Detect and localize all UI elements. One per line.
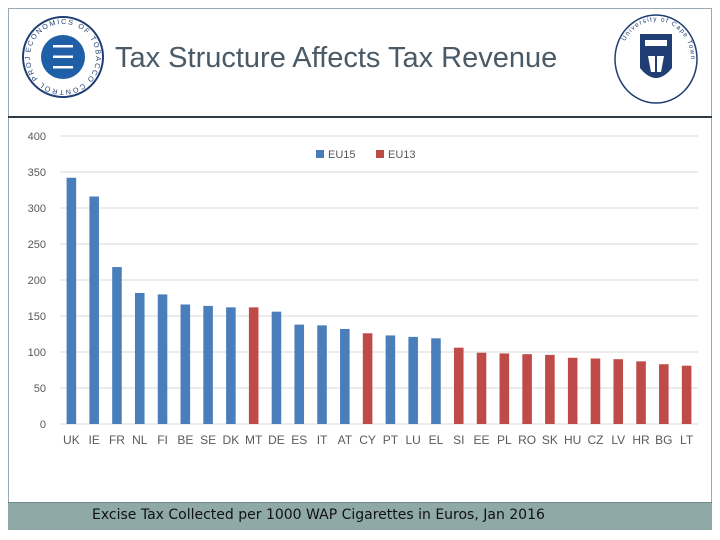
bar-si bbox=[453, 347, 464, 424]
x-tick-label: SE bbox=[200, 433, 216, 447]
x-tick-label: DE bbox=[268, 433, 285, 447]
header-divider bbox=[8, 116, 712, 118]
x-tick-label: FI bbox=[157, 433, 168, 447]
x-tick-label: AT bbox=[338, 433, 353, 447]
x-tick-label: LT bbox=[680, 433, 694, 447]
x-tick-label: ES bbox=[291, 433, 307, 447]
bar-pt bbox=[385, 335, 396, 424]
bar-hr bbox=[636, 361, 646, 424]
bar-be bbox=[180, 304, 191, 424]
y-tick-label: 300 bbox=[28, 203, 46, 215]
x-tick-label: DK bbox=[223, 433, 240, 447]
caption-bar: Excise Tax Collected per 1000 WAP Cigare… bbox=[8, 502, 712, 530]
x-tick-label: EE bbox=[474, 433, 490, 447]
bar-dk bbox=[226, 307, 236, 424]
bar-ee bbox=[476, 352, 487, 424]
bar-sk bbox=[545, 354, 555, 424]
y-tick-label: 400 bbox=[28, 131, 46, 143]
y-tick-label: 150 bbox=[28, 311, 46, 323]
bar-lt bbox=[681, 365, 692, 424]
bar-cy bbox=[362, 333, 373, 424]
bar-lu bbox=[408, 336, 418, 424]
bar-it bbox=[317, 325, 327, 424]
bar-bg bbox=[659, 364, 669, 424]
x-tick-label: PT bbox=[383, 433, 399, 447]
x-tick-label: CY bbox=[359, 433, 376, 447]
legend-label-eu15: EU15 bbox=[328, 149, 356, 161]
y-tick-label: 200 bbox=[28, 275, 46, 287]
x-tick-label: SI bbox=[453, 433, 464, 447]
x-tick-label: LU bbox=[406, 433, 421, 447]
bar-fi bbox=[157, 294, 168, 424]
x-tick-label: HR bbox=[632, 433, 650, 447]
legend-swatch-eu13 bbox=[376, 150, 384, 158]
bar-se bbox=[203, 305, 213, 424]
legend-label-eu13: EU13 bbox=[388, 149, 416, 161]
x-tick-label: FR bbox=[109, 433, 125, 447]
page-title: Tax Structure Affects Tax Revenue bbox=[115, 42, 558, 74]
legend-swatch-eu15 bbox=[316, 150, 324, 158]
x-tick-label: NL bbox=[132, 433, 148, 447]
x-tick-label: HU bbox=[564, 433, 581, 447]
economics-tobacco-control-logo: ECONOMICS OF TOBACCO CONTROL PROJECT bbox=[20, 14, 104, 98]
y-tick-label: 50 bbox=[34, 383, 46, 395]
bar-mt bbox=[248, 307, 259, 424]
bar-chart: 0 50 100 150 200 250 300 350 400 UK IE FR NL FI BE SE DK… bbox=[28, 131, 698, 447]
bar-lv bbox=[613, 359, 624, 424]
x-tick-label: EL bbox=[429, 433, 444, 447]
bar-de bbox=[271, 311, 282, 424]
y-tick-label: 250 bbox=[28, 239, 46, 251]
x-tick-label: IE bbox=[89, 433, 100, 447]
y-tick-label: 350 bbox=[28, 167, 46, 179]
university-crest-logo: University of Cape Town bbox=[614, 14, 698, 104]
x-tick-label: UK bbox=[63, 433, 80, 447]
bar-ro bbox=[522, 354, 532, 424]
x-tick-label: MT bbox=[245, 433, 263, 447]
y-tick-label: 0 bbox=[40, 419, 46, 431]
bar-fr bbox=[112, 267, 122, 424]
x-tick-label: IT bbox=[317, 433, 328, 447]
x-tick-label: RO bbox=[518, 433, 536, 447]
chart-caption: Excise Tax Collected per 1000 WAP Cigare… bbox=[92, 507, 545, 523]
x-tick-label: BE bbox=[177, 433, 193, 447]
bar-hu bbox=[567, 357, 578, 424]
bar-cz bbox=[590, 358, 601, 424]
bar-nl bbox=[134, 292, 145, 424]
bar-uk bbox=[66, 177, 77, 424]
bar-es bbox=[294, 324, 305, 424]
y-tick-label: 100 bbox=[28, 347, 46, 359]
x-tick-label: LV bbox=[611, 433, 625, 447]
bar-ie bbox=[89, 196, 99, 424]
x-tick-label: PL bbox=[497, 433, 512, 447]
x-tick-label: CZ bbox=[587, 433, 603, 447]
bar-at bbox=[340, 328, 350, 424]
x-tick-label: BG bbox=[655, 433, 672, 447]
bar-el bbox=[431, 338, 441, 424]
x-tick-label: SK bbox=[542, 433, 558, 447]
bar-pl bbox=[499, 353, 510, 424]
